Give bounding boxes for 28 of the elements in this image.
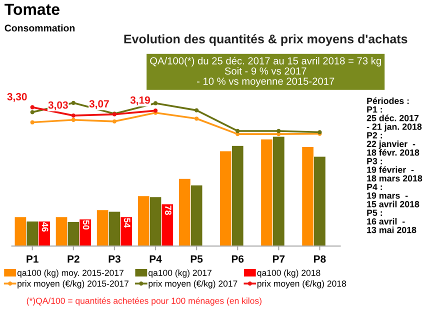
data-label: 3,19 <box>130 96 150 106</box>
x-tick-label: P7 <box>272 255 285 263</box>
x-tick-label: P3 <box>108 255 120 263</box>
legend-label: prix moyen (€/kg) 2015-2017 <box>18 280 128 288</box>
chart-title: Tomate <box>4 4 60 15</box>
x-tick-label: P8 <box>314 255 326 263</box>
legend-label: qa100 (kg) 2018 <box>257 270 320 278</box>
x-tick-label: P5 <box>190 255 203 263</box>
data-label: 3,03 <box>48 101 68 110</box>
text: QA/100(*) du 25 déc. 2017 au 15 avril 2018 = 73 kg Soit - 9 % vs 2017 - 10 % vs moyenne 2015-2017 <box>150 56 381 87</box>
chart-subtitle: Consommation <box>4 24 75 32</box>
text: Périodes : P1 : 25 déc. 2017 - 21 jan. 2018 P2 : 22 janvier - 18 févr. 2018 P3 : 19 février - 18 mars 2018 P4 : 19 mars - 15 avril 2018 P5 : 16 avril - 13 mai 2018 <box>366 97 422 234</box>
data-label: 3,07 <box>89 100 109 109</box>
x-tick-label: P1 <box>26 255 38 263</box>
x-tick-label: P6 <box>232 255 244 263</box>
data-label: 46 <box>42 222 48 232</box>
legend-label: prix moyen (€/kg) 2018 <box>257 280 346 288</box>
data-label: 50 <box>82 220 90 230</box>
data-label: 54 <box>124 218 130 228</box>
x-tick-label: P4 <box>150 255 162 263</box>
text: Evolution des quantités & prix moyens d'achats <box>124 34 408 46</box>
data-label: 3,30 <box>7 93 27 102</box>
data-label: 78 <box>164 206 172 215</box>
text: (*)QA/100 = quantités achetées pour 100 ménages (en kilos) <box>26 297 262 306</box>
legend-label: qa100 (kg) 2017 <box>148 270 212 278</box>
legend-label: prix moyen (€/kg) 2017 <box>148 280 238 288</box>
x-tick-label: P2 <box>68 255 80 263</box>
legend-label: qa100 (kg) moy. 2015-2017 <box>17 270 124 278</box>
